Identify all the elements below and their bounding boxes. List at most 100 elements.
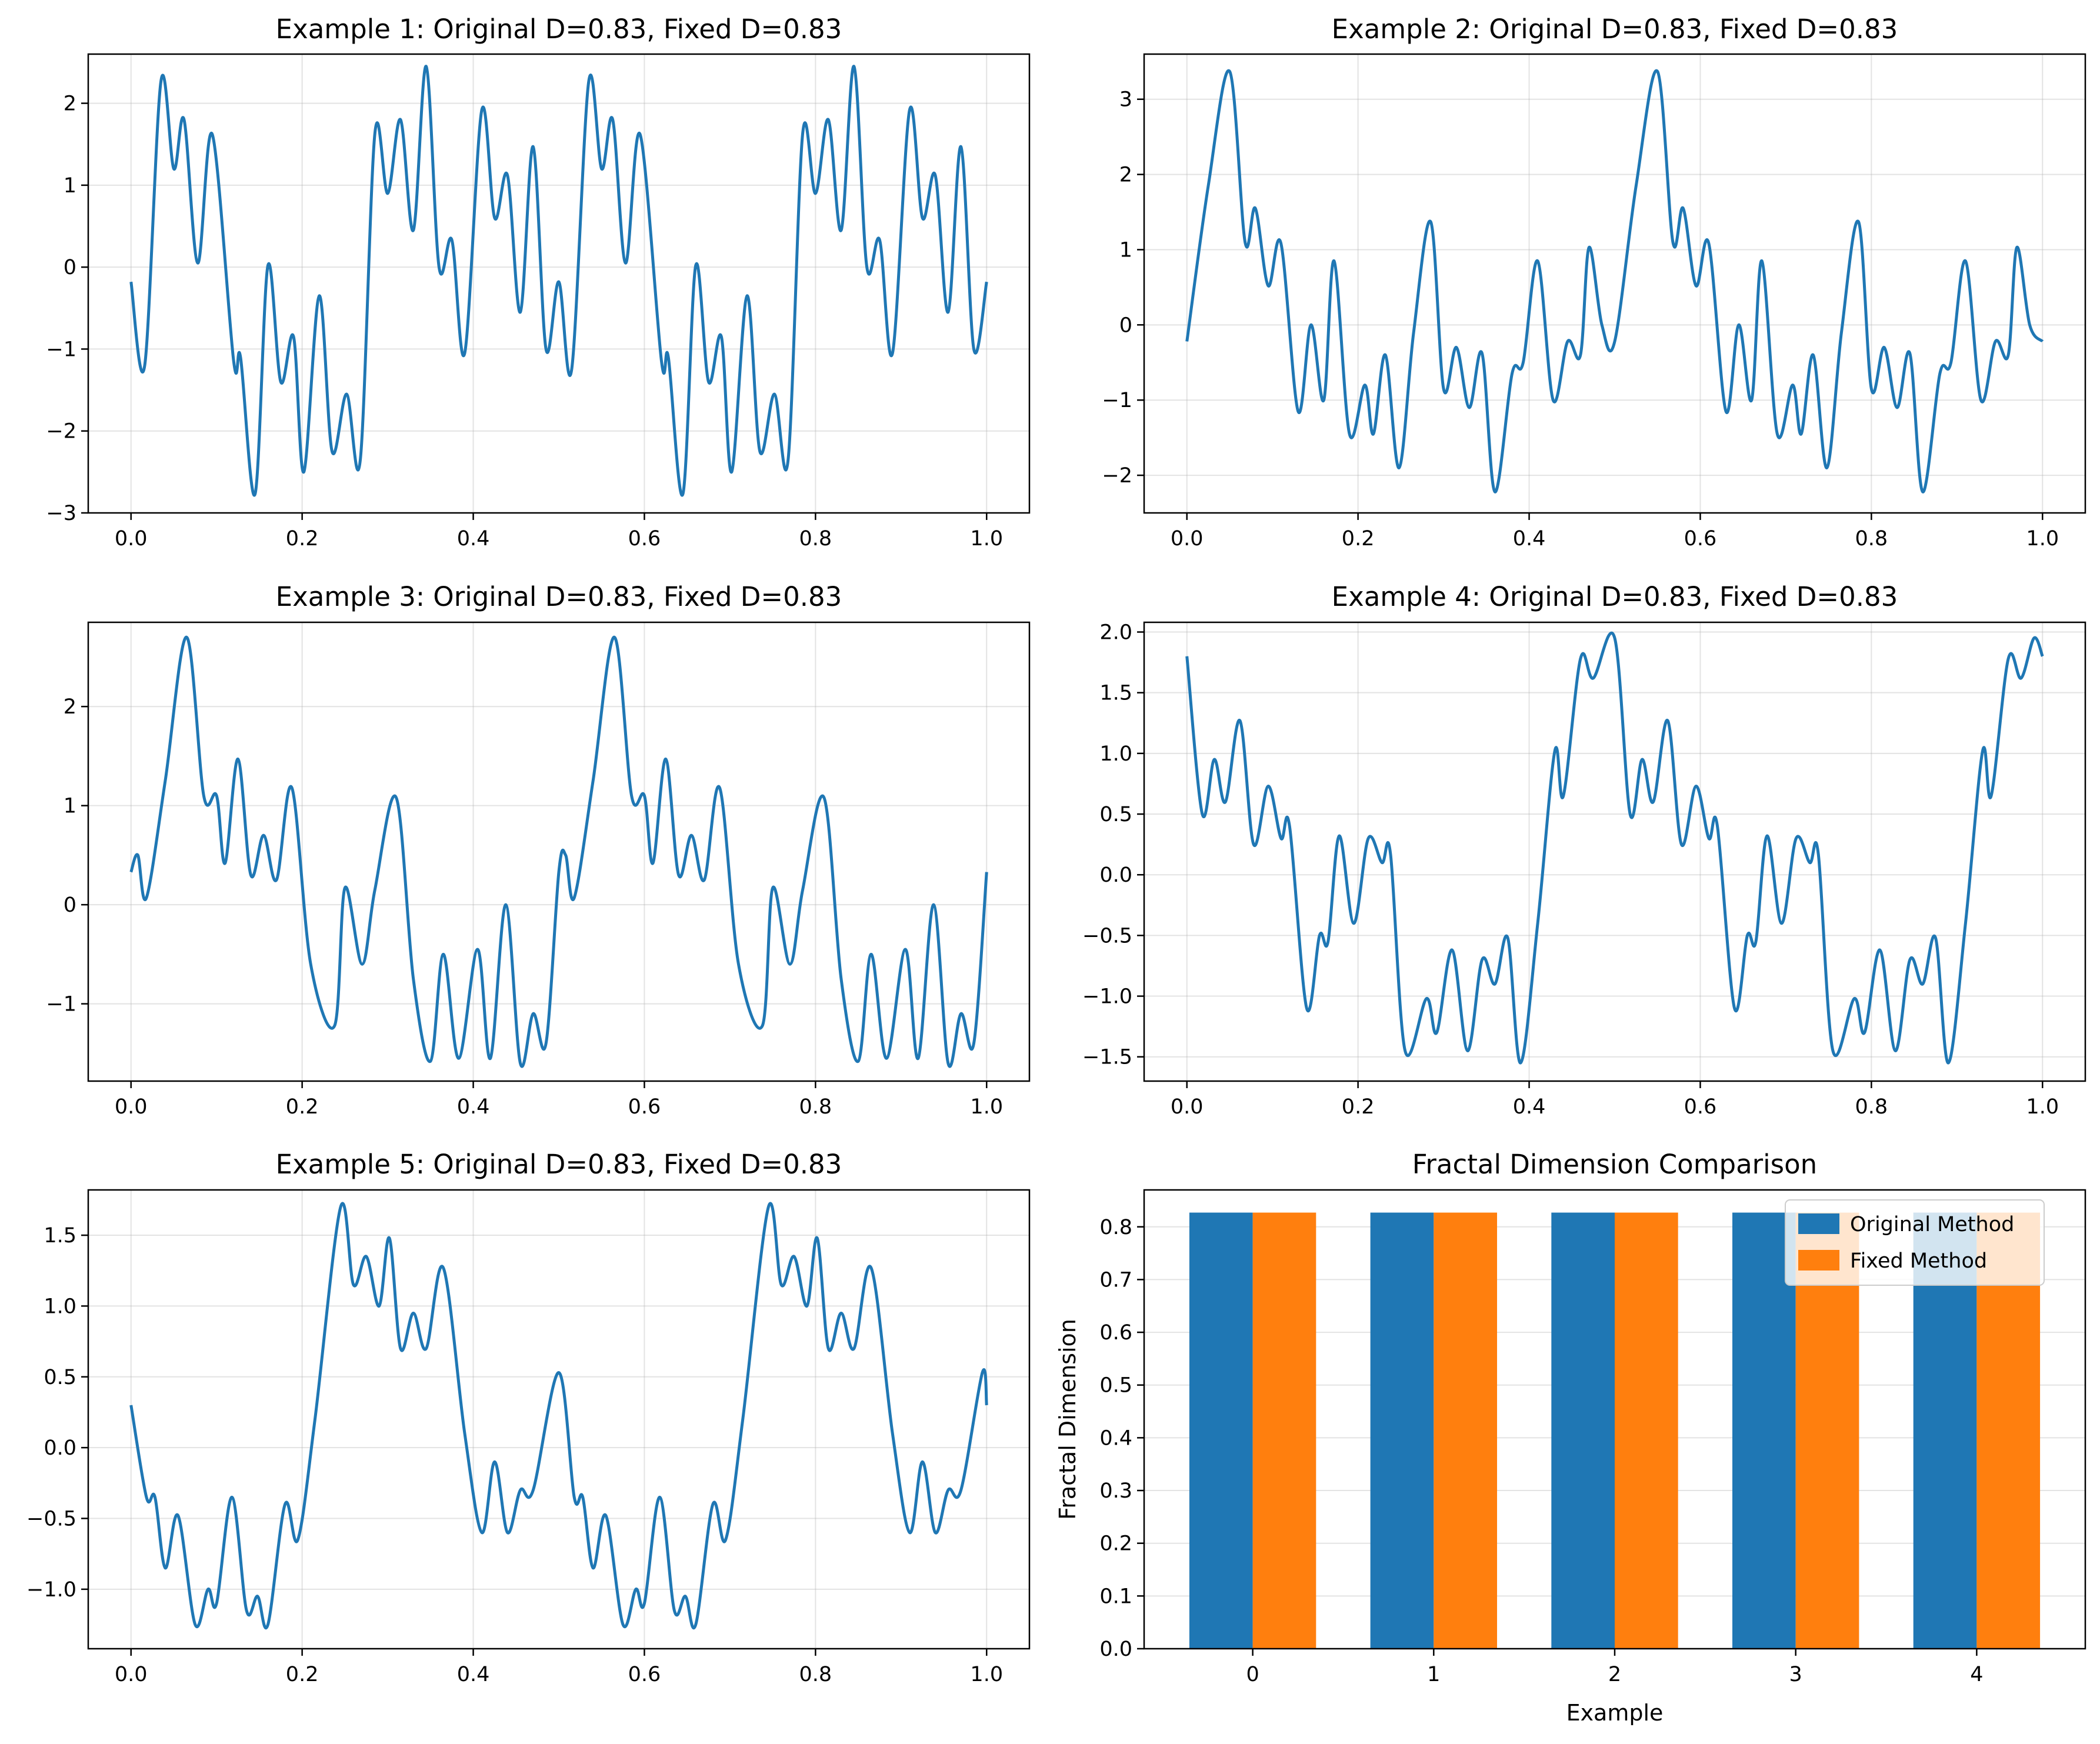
x-tick-label: 0.0 [115,1095,148,1119]
y-tick-label: 0.5 [44,1366,76,1389]
y-tick-label: 2 [64,695,76,719]
y-tick-label: 0.7 [1099,1268,1132,1292]
x-tick-label: 0.0 [115,1663,148,1686]
x-tick-label: 0.2 [1342,1095,1375,1119]
bar-original [1189,1212,1253,1649]
x-tick-label: 0.6 [1684,527,1717,551]
panel-title: Example 2: Original D=0.83, Fixed D=0.83 [1332,14,1898,45]
x-tick-label: 0.6 [628,1095,661,1119]
x-tick-label: 0.4 [457,527,490,551]
y-tick-label: 0.6 [1099,1321,1132,1345]
x-tick-label: 0.0 [1171,527,1204,551]
legend: Original Method Fixed Method [1785,1199,2045,1286]
x-tick-label: 0.4 [457,1095,490,1119]
x-tick-label: 0.0 [115,527,148,551]
panel-example-2: −2 −1 0 1 2 3 0.0 0.2 0.4 0.6 0.8 1.0 Example 2: Or… [1102,14,2086,551]
legend-label-fixed: Fixed Method [1850,1249,1987,1273]
y-tick-label: 1.0 [44,1295,76,1318]
axes-frame [87,53,1031,514]
y-tick-label: 0.5 [1099,803,1132,826]
x-tick-label: 0 [1246,1663,1259,1686]
x-axis-label: Example [1566,1700,1664,1726]
bar-fixed [1434,1212,1497,1649]
axes-frame [87,1189,1031,1650]
legend-swatch-original [1798,1213,1839,1234]
axes-frame [87,621,1031,1082]
y-tick-label: −1 [1102,389,1132,412]
y-tick-label: −3 [46,502,76,525]
x-tick-label: 1.0 [970,1663,1003,1686]
y-tick-label: 0 [1119,314,1132,337]
panel-example-3: −1 0 1 2 0.0 0.2 0.4 0.6 0.8 1.0 Example 3: Origi… [46,581,1031,1119]
y-tick-label: 0.4 [1099,1426,1132,1450]
y-tick-label: 0.1 [1099,1585,1132,1608]
x-tick-label: 0.8 [799,1663,832,1686]
y-tick-label: 2 [64,92,76,116]
panel-fractal-dimension-comparison: 0.0 0.1 0.2 0.3 0.4 0.5 0.6 0.7 0.8 0 1 2 3 4 Fractal… [1055,1149,2086,1726]
x-tick-label: 0.6 [628,1663,661,1686]
x-tick-label: 0.4 [1513,527,1546,551]
x-tick-label: 0.8 [1855,1095,1888,1119]
x-tick-label: 2 [1608,1663,1621,1686]
y-tick-label: 0.0 [1099,863,1132,887]
y-tick-label: −0.5 [1082,924,1132,948]
y-tick-label: 2.0 [1099,621,1132,645]
x-tick-label: 0.4 [457,1663,490,1686]
y-tick-label: 0 [64,256,76,279]
y-tick-label: 1 [64,795,76,818]
y-tick-label: 0.8 [1099,1216,1132,1239]
bar-fixed [1252,1212,1316,1649]
x-tick-label: 1.0 [970,1095,1003,1119]
panel-title: Example 3: Original D=0.83, Fixed D=0.83 [276,581,842,612]
x-tick-label: 0.8 [1855,527,1888,551]
signal-line [1185,69,2044,493]
y-tick-label: 0.2 [1099,1532,1132,1556]
y-tick-label: −1.5 [1082,1046,1132,1069]
signal-line [129,1202,988,1630]
x-tick-label: 0.0 [1171,1095,1204,1119]
x-tick-label: 1.0 [2026,527,2059,551]
panel-title: Fractal Dimension Comparison [1412,1149,1817,1180]
panel-title: Example 4: Original D=0.83, Fixed D=0.83 [1332,581,1898,612]
x-tick-label: 0.2 [286,1095,319,1119]
x-tick-label: 0.6 [1684,1095,1717,1119]
y-tick-label: 0.0 [44,1436,76,1460]
x-tick-label: 1.0 [970,527,1003,551]
y-tick-label: 2 [1119,164,1132,187]
x-tick-label: 0.8 [799,1095,832,1119]
y-tick-label: −1 [46,993,76,1016]
y-tick-label: 0.5 [1099,1374,1132,1398]
y-tick-label: −2 [46,420,76,443]
y-tick-label: 1 [64,174,76,198]
y-tick-label: −1.0 [1082,985,1132,1009]
y-tick-label: 1.5 [44,1224,76,1248]
y-axis-label: Fractal Dimension [1055,1319,1081,1520]
y-tick-label: 1 [1119,238,1132,262]
y-tick-label: 0 [64,893,76,917]
panel-example-4: −1.5 −1.0 −0.5 0.0 0.5 1.0 1.5 2.0 0.0 0.2 0.4 0.6 0… [1082,581,2086,1119]
legend-box [1785,1199,2045,1286]
x-tick-label: 0.6 [628,527,661,551]
y-tick-label: −1 [46,338,76,361]
x-tick-label: 4 [1970,1663,1983,1686]
axes-frame [1143,53,2086,514]
x-tick-label: 1 [1427,1663,1440,1686]
x-tick-label: 0.2 [286,1663,319,1686]
bar-original [1370,1212,1434,1649]
panel-example-5: −1.0 −0.5 0.0 0.5 1.0 1.5 0.0 0.2 0.4 0.6 0.8 1.0 E… [26,1149,1031,1686]
signal-line [1185,631,2044,1065]
signal-line [129,65,988,497]
panel-title: Example 5: Original D=0.83, Fixed D=0.83 [276,1149,842,1180]
legend-label-original: Original Method [1850,1213,2014,1236]
signal-line [129,635,988,1068]
panel-title: Example 1: Original D=0.83, Fixed D=0.83 [276,14,842,45]
legend-swatch-fixed [1798,1250,1839,1271]
x-tick-label: 3 [1789,1663,1802,1686]
y-tick-label: 1.5 [1099,682,1132,705]
bar-fixed [1615,1212,1678,1649]
y-tick-label: −0.5 [26,1508,76,1531]
x-tick-label: 0.4 [1513,1095,1546,1119]
y-tick-label: 1.0 [1099,742,1132,766]
y-tick-label: 3 [1119,88,1132,112]
